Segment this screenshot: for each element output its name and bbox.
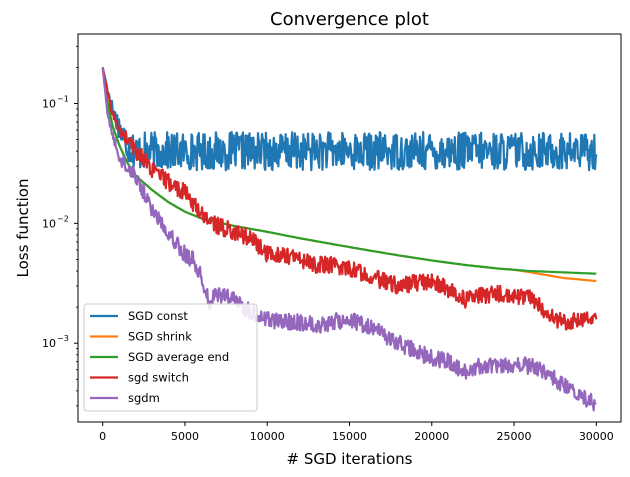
x-tick-label: 0 bbox=[99, 430, 106, 443]
legend-label: SGD shrink bbox=[128, 330, 192, 344]
x-tick-label: 20000 bbox=[414, 430, 449, 443]
plot-lines bbox=[101, 67, 598, 412]
chart-title: Convergence plot bbox=[270, 9, 429, 30]
x-tick-label: 10000 bbox=[250, 430, 285, 443]
series-line-2 bbox=[101, 67, 597, 275]
x-axis-ticks: 0 5000 10000 15000 20000 25000 30000 bbox=[99, 422, 614, 443]
series-line-3 bbox=[101, 67, 598, 331]
y-tick-exponent: −3 bbox=[57, 334, 69, 343]
legend: SGD const SGD shrink SGD average end sgd sw… bbox=[83, 303, 258, 412]
x-tick-label: 30000 bbox=[579, 430, 614, 443]
legend-label: SGD average end bbox=[128, 350, 229, 364]
series-line-0 bbox=[101, 67, 598, 172]
series-line-4 bbox=[101, 67, 597, 412]
x-tick-label: 5000 bbox=[171, 430, 199, 443]
x-tick-label: 25000 bbox=[497, 430, 532, 443]
y-tick-label: 10 bbox=[42, 217, 56, 230]
legend-label: sgdm bbox=[128, 391, 160, 405]
y-axis-ticks: 10−310−210−1 bbox=[42, 45, 78, 407]
legend-label: sgd switch bbox=[128, 371, 189, 385]
legend-label: SGD const bbox=[128, 309, 188, 323]
legend-box bbox=[83, 303, 258, 412]
x-tick-label: 15000 bbox=[332, 430, 367, 443]
y-tick-label: 10 bbox=[42, 337, 56, 350]
y-tick-exponent: −2 bbox=[57, 214, 69, 223]
y-tick-exponent: −1 bbox=[57, 94, 69, 103]
y-axis-label: Loss function bbox=[14, 179, 32, 278]
y-tick-label: 10 bbox=[42, 97, 56, 110]
x-axis-label: # SGD iterations bbox=[287, 450, 413, 468]
